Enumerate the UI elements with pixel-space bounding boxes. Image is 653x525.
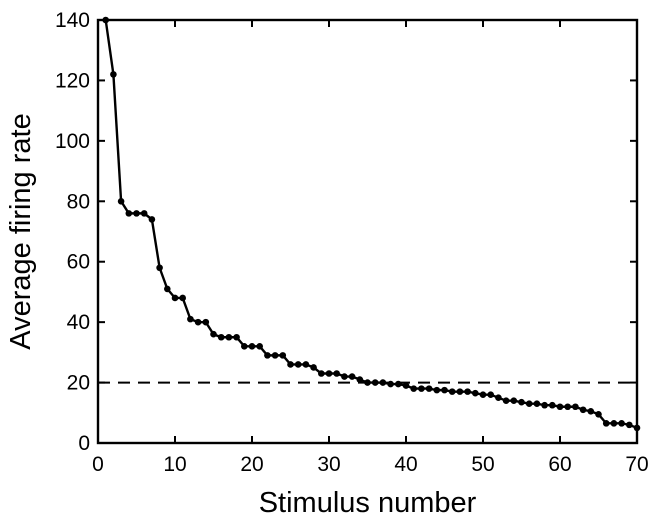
data-point <box>487 391 495 398</box>
data-point <box>148 216 156 223</box>
data-point <box>595 410 602 418</box>
data-point <box>248 343 256 350</box>
data-point <box>410 385 418 392</box>
data-point <box>549 401 556 409</box>
data-points <box>102 16 641 432</box>
x-tick-label: 70 <box>625 453 648 476</box>
data-point <box>210 330 217 338</box>
data-point <box>495 394 502 401</box>
data-point <box>379 379 387 386</box>
data-point <box>333 370 341 377</box>
data-point <box>271 352 279 359</box>
data-point <box>241 343 248 350</box>
x-axis-ticks: 0 10 20 30 40 50 60 70 <box>92 20 649 476</box>
y-tick-label: 80 <box>67 190 90 213</box>
data-point <box>125 210 133 217</box>
data-point <box>525 400 533 408</box>
data-point <box>626 421 633 429</box>
data-point <box>225 333 233 341</box>
data-point <box>164 285 171 293</box>
data-point <box>348 373 356 380</box>
data-point <box>110 71 117 78</box>
data-point <box>287 361 294 368</box>
y-tick-label: 40 <box>67 311 90 334</box>
data-point <box>341 373 348 380</box>
data-point <box>464 388 471 395</box>
data-point <box>402 382 410 389</box>
series-line <box>104 19 638 430</box>
data-point <box>256 343 264 350</box>
data-point <box>117 197 125 205</box>
y-tick-label: 20 <box>67 372 90 395</box>
x-tick-label: 50 <box>471 453 494 476</box>
data-point <box>564 403 571 411</box>
data-point <box>387 380 394 388</box>
data-point <box>187 315 194 323</box>
y-tick-label: 0 <box>78 432 90 455</box>
x-tick-label: 10 <box>163 453 186 476</box>
x-tick-label: 30 <box>317 453 340 476</box>
data-point <box>479 391 487 398</box>
data-point <box>441 386 448 394</box>
data-point <box>518 398 525 406</box>
x-tick-label: 0 <box>92 453 104 476</box>
data-point <box>294 361 302 368</box>
y-tick-label: 120 <box>55 69 90 92</box>
data-point <box>472 389 479 397</box>
data-point <box>179 294 186 302</box>
data-point <box>602 420 610 427</box>
x-tick-label: 60 <box>548 453 571 476</box>
y-axis-ticks: 0 20 40 60 80 100 120 140 <box>55 9 637 455</box>
plot-frame <box>96 18 639 445</box>
x-tick-label: 20 <box>240 453 263 476</box>
data-point <box>325 370 333 377</box>
data-point <box>194 318 202 326</box>
data-point <box>156 264 163 272</box>
data-point <box>264 352 271 359</box>
data-point <box>202 318 210 326</box>
y-axis-label: Average firing rate <box>5 113 37 349</box>
data-point <box>395 380 402 388</box>
data-point <box>217 333 225 341</box>
data-point <box>371 379 379 386</box>
data-point <box>556 403 564 411</box>
data-point <box>318 370 325 377</box>
data-point <box>364 379 371 386</box>
data-point <box>310 364 317 371</box>
data-point <box>171 294 179 302</box>
data-point <box>610 420 618 427</box>
data-point <box>418 385 425 392</box>
data-point <box>510 397 518 405</box>
data-point <box>133 210 140 217</box>
y-tick-label: 60 <box>67 251 90 274</box>
data-point <box>233 333 240 341</box>
data-point <box>302 361 310 368</box>
data-point <box>502 397 510 405</box>
data-point <box>448 388 456 395</box>
data-point <box>618 420 625 427</box>
data-point <box>140 210 148 217</box>
data-point <box>587 407 595 415</box>
data-point <box>279 352 287 359</box>
data-point <box>579 406 587 414</box>
data-point <box>533 400 541 408</box>
y-tick-label: 140 <box>55 9 90 32</box>
data-point <box>433 386 441 394</box>
data-point <box>425 385 433 392</box>
x-axis-label: Stimulus number <box>259 487 477 519</box>
data-point <box>356 376 364 383</box>
x-tick-label: 40 <box>394 453 417 476</box>
y-tick-label: 100 <box>55 130 90 153</box>
data-point <box>541 401 548 409</box>
data-point <box>572 403 579 411</box>
data-point <box>456 388 464 395</box>
